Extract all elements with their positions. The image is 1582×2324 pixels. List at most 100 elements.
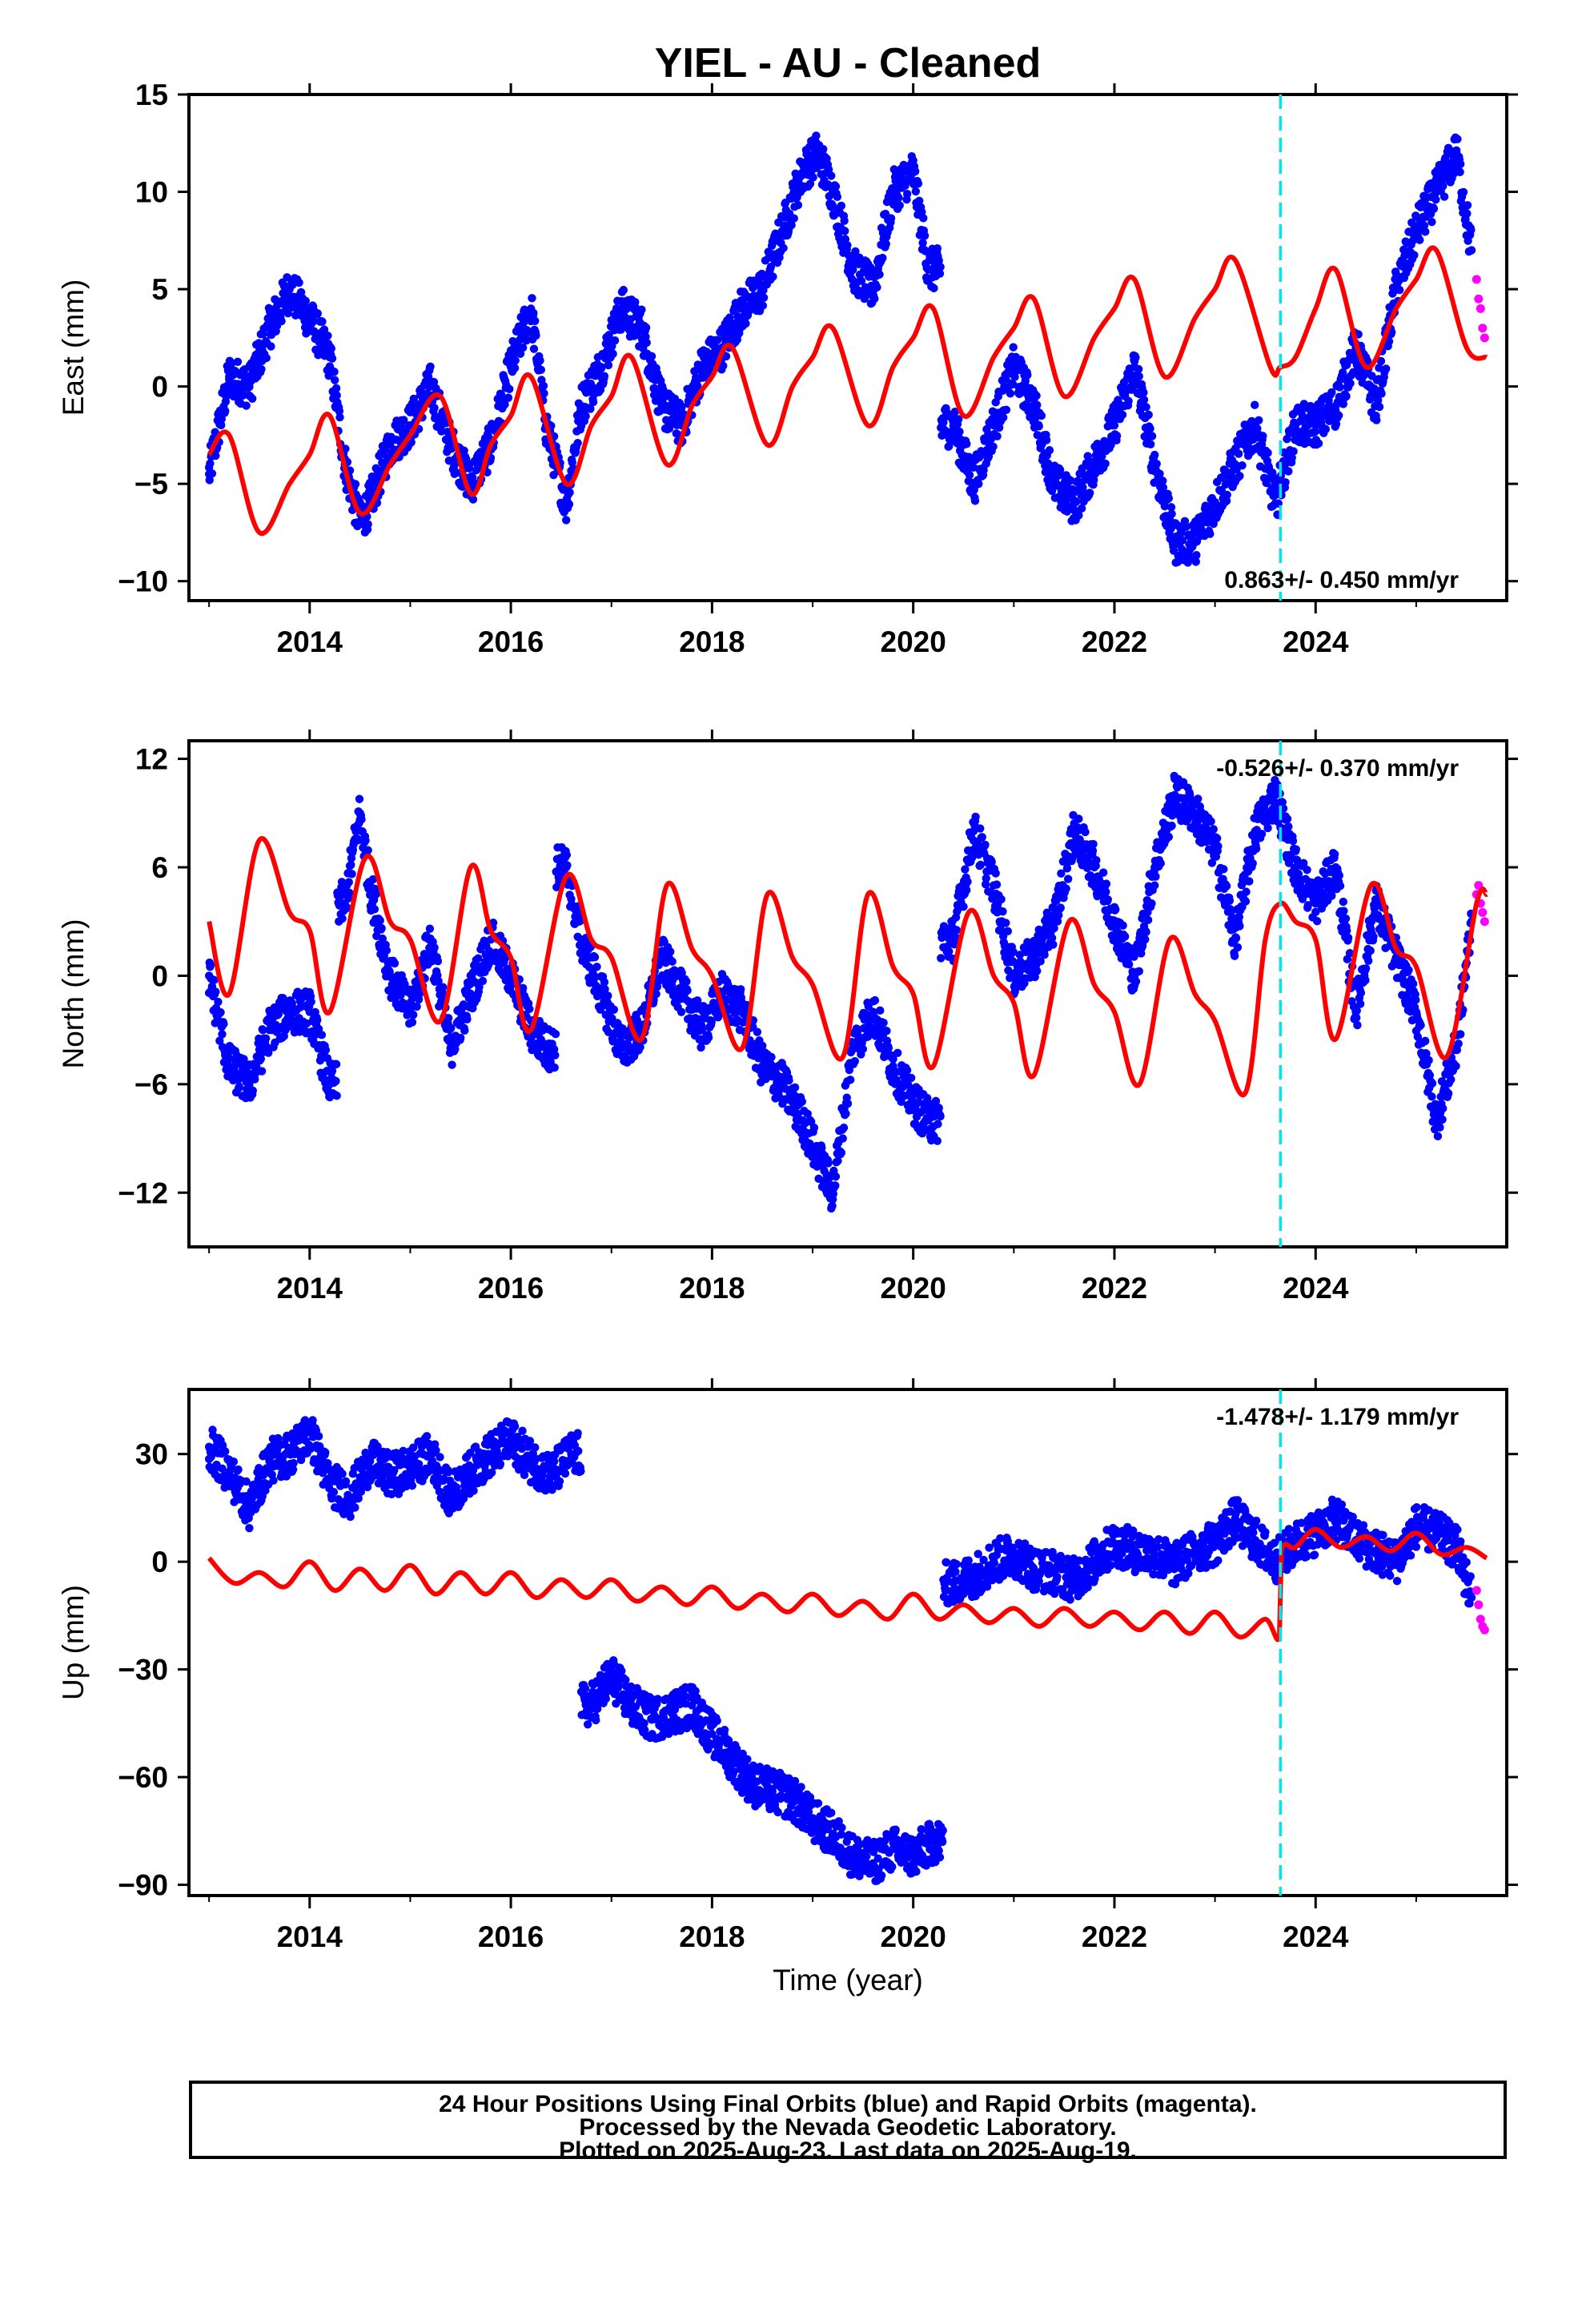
final-orbit-point	[1223, 490, 1231, 500]
final-orbit-point	[377, 923, 386, 933]
final-orbit-point	[256, 1054, 266, 1063]
final-orbit-point	[652, 989, 661, 999]
final-orbit-point	[1353, 1020, 1362, 1030]
y-tick-label: −6	[135, 1068, 168, 1101]
final-orbit-point	[837, 201, 846, 211]
final-orbit-point	[1342, 392, 1351, 401]
velocity-label: 0.863+/- 0.450 mm/yr	[1224, 567, 1459, 593]
final-orbit-point	[1453, 135, 1462, 143]
final-orbit-point	[504, 384, 514, 394]
final-orbit-point	[267, 342, 275, 351]
final-orbit-point	[965, 470, 974, 480]
final-orbit-point	[869, 284, 877, 294]
x-tick-label: 2022	[1082, 625, 1147, 658]
final-orbit-point	[1241, 897, 1251, 906]
final-orbit-point	[433, 956, 443, 966]
final-orbit-point	[609, 1005, 619, 1014]
final-orbit-point	[955, 427, 964, 436]
final-orbit-point	[1346, 379, 1355, 388]
final-orbit-point	[1074, 814, 1083, 823]
final-orbit-point	[1074, 511, 1083, 520]
plot-area	[204, 131, 1489, 567]
final-orbit-point	[478, 976, 488, 986]
final-orbit-point	[216, 1008, 225, 1017]
final-orbit-point	[327, 344, 335, 353]
final-orbit-point	[963, 877, 972, 887]
x-tick-label: 2020	[881, 625, 946, 658]
final-orbit-point	[1384, 337, 1394, 346]
final-orbit-point	[1463, 201, 1472, 210]
final-orbit-point	[1339, 907, 1348, 915]
final-orbit-point	[361, 836, 370, 845]
final-orbit-point	[1150, 881, 1159, 890]
final-orbit-point	[617, 304, 626, 313]
final-orbit-point	[325, 352, 335, 362]
final-orbit-point	[1216, 473, 1226, 482]
final-orbit-point	[1343, 926, 1351, 935]
final-orbit-point	[930, 283, 938, 293]
final-orbit-point	[1045, 446, 1054, 455]
final-orbit-point	[262, 353, 271, 363]
final-orbit-point	[1089, 839, 1098, 849]
final-orbit-point	[793, 200, 803, 210]
plot-frame	[187, 93, 1508, 602]
final-orbit-point	[936, 1112, 945, 1121]
final-orbit-point	[551, 1051, 560, 1059]
final-orbit-point	[1311, 421, 1320, 430]
final-orbit-point	[1023, 371, 1032, 380]
final-orbit-point	[295, 278, 303, 287]
final-orbit-point	[1049, 940, 1058, 949]
final-orbit-point	[915, 196, 924, 206]
final-orbit-point	[697, 1043, 705, 1052]
final-orbit-point	[600, 978, 609, 987]
final-orbit-point	[504, 393, 513, 402]
final-orbit-point	[790, 1083, 800, 1092]
final-orbit-point	[789, 214, 798, 223]
y-tick-label: 10	[135, 176, 168, 209]
final-orbit-point	[895, 201, 904, 210]
final-orbit-point	[581, 412, 590, 420]
final-orbit-point	[355, 518, 364, 527]
final-orbit-point	[1312, 917, 1322, 926]
final-orbit-point	[809, 1124, 819, 1132]
final-orbit-point	[945, 947, 954, 956]
y-tick-label: 0	[151, 371, 168, 404]
final-orbit-point	[1219, 865, 1228, 874]
final-orbit-point	[959, 902, 968, 911]
y-tick-label: 5	[151, 273, 168, 306]
final-orbit-point	[677, 968, 686, 978]
final-orbit-point	[412, 1002, 421, 1011]
final-orbit-point	[1170, 537, 1179, 547]
final-orbit-point	[430, 943, 439, 952]
final-orbit-point	[1452, 148, 1461, 158]
final-orbit-point	[511, 356, 520, 365]
final-orbit-point	[1143, 915, 1153, 925]
final-orbit-point	[813, 148, 822, 158]
final-orbit-point	[279, 994, 287, 1003]
final-orbit-point	[426, 362, 435, 371]
final-orbit-point	[1211, 499, 1219, 508]
final-orbit-point	[415, 990, 424, 999]
final-orbit-point	[351, 480, 360, 489]
final-orbit-point	[1085, 489, 1094, 497]
final-orbit-point	[1040, 950, 1049, 959]
final-orbit-point	[1235, 922, 1244, 931]
final-orbit-point	[1364, 956, 1373, 965]
final-orbit-point	[1263, 448, 1272, 457]
final-orbit-point	[1081, 827, 1090, 837]
final-orbit-point	[506, 363, 516, 372]
final-orbit-point	[1167, 821, 1176, 830]
final-orbit-point	[561, 516, 571, 525]
final-orbit-point	[850, 1057, 859, 1066]
final-orbit-point	[954, 415, 963, 424]
x-tick-label: 2018	[679, 1272, 745, 1305]
final-orbit-point	[375, 916, 384, 925]
final-orbit-point	[1090, 460, 1099, 469]
y-tick-label: −10	[118, 565, 168, 598]
final-orbit-point	[1144, 410, 1153, 420]
final-orbit-point	[1150, 450, 1159, 460]
final-orbit-point	[332, 391, 341, 400]
final-orbit-point	[1410, 251, 1419, 259]
final-orbit-point	[779, 243, 788, 253]
final-orbit-point	[870, 995, 880, 1005]
